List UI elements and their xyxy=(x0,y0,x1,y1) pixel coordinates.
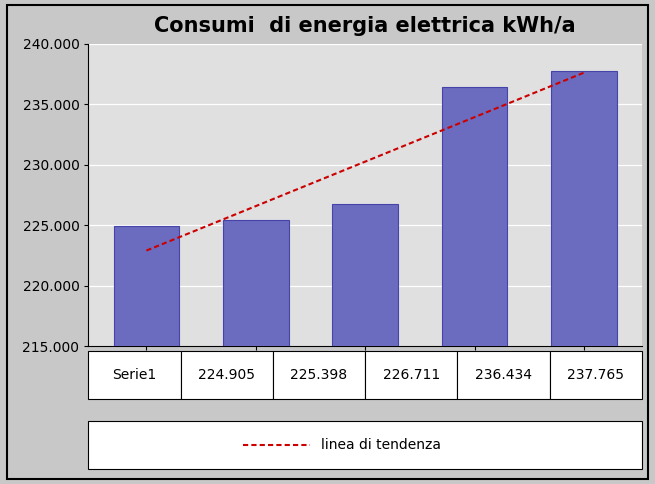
Text: 225.398: 225.398 xyxy=(290,368,348,382)
Bar xyxy=(332,204,398,484)
Title: Consumi  di energia elettrica kWh/a: Consumi di energia elettrica kWh/a xyxy=(155,16,576,36)
Bar xyxy=(273,351,365,399)
Bar xyxy=(550,351,642,399)
Bar xyxy=(551,71,617,484)
Bar xyxy=(457,351,550,399)
Bar xyxy=(88,351,181,399)
Bar xyxy=(365,351,457,399)
Bar xyxy=(181,351,273,399)
Text: linea di tendenza: linea di tendenza xyxy=(321,439,441,452)
Bar xyxy=(223,220,289,484)
Text: 236.434: 236.434 xyxy=(475,368,532,382)
Bar xyxy=(113,226,179,484)
Text: Serie1: Serie1 xyxy=(113,368,157,382)
Text: 237.765: 237.765 xyxy=(567,368,624,382)
Text: 224.905: 224.905 xyxy=(198,368,255,382)
Text: 226.711: 226.711 xyxy=(383,368,440,382)
Bar xyxy=(441,87,508,484)
